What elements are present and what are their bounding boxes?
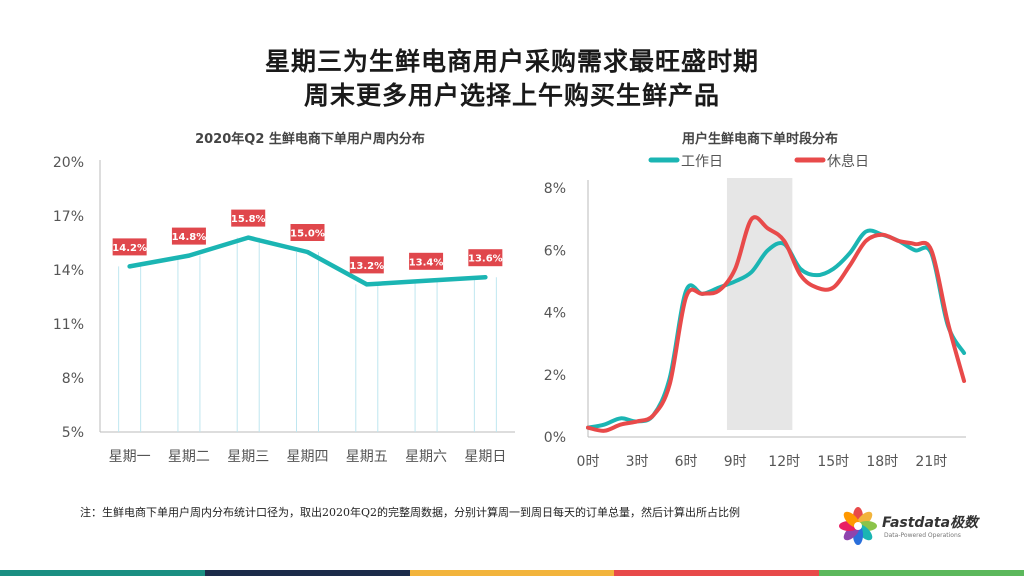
x-tick-label: 12时: [768, 454, 800, 470]
highlight-band: [726, 178, 793, 430]
data-point: [305, 250, 310, 254]
data-point: [186, 253, 191, 258]
data-label-box: [349, 256, 384, 274]
x-tick-label: 星期五: [346, 449, 388, 465]
footnote: 注：生鲜电商下单用户周内分布统计口径为，取出2020年Q2的完整周数据，分别计算…: [80, 506, 741, 519]
data-label-box: [112, 238, 147, 256]
x-tick-label: 星期日: [464, 449, 506, 465]
y-tick-label: 4%: [544, 306, 566, 322]
x-tick-label: 星期二: [168, 449, 210, 465]
legend-label: 工作日: [681, 154, 723, 170]
bottom-bar-segment: [204, 570, 410, 576]
x-tick-label: 3时: [626, 454, 649, 470]
flower-logo-icon: [839, 507, 877, 545]
y-tick-label: 5%: [62, 425, 84, 441]
y-tick-label: 2%: [544, 368, 566, 384]
x-tick-label: 21时: [915, 454, 947, 470]
logo-tagline: Data-Powered Operations: [884, 532, 961, 539]
data-label: 13.2%: [349, 261, 384, 272]
y-tick-label: 6%: [544, 243, 566, 259]
y-tick-label: 11%: [53, 317, 84, 333]
x-tick-label: 9时: [724, 454, 747, 470]
x-tick-label: 0时: [577, 454, 600, 470]
data-label-box: [409, 252, 444, 270]
x-tick-label: 15时: [817, 454, 849, 470]
x-tick-label: 星期三: [227, 449, 269, 465]
x-tick-label: 星期四: [287, 449, 329, 465]
logo-name: Fastdata极数: [882, 515, 979, 531]
data-label-box: [290, 224, 325, 241]
data-label: 14.8%: [172, 232, 207, 243]
bottom-bar-segment: [614, 570, 820, 576]
data-label: 14.2%: [112, 243, 147, 254]
data-point: [364, 282, 369, 287]
y-tick-label: 8%: [544, 181, 566, 197]
bottom-color-bar: [0, 570, 1024, 576]
data-label-box: [171, 227, 206, 245]
x-tick-label: 星期一: [109, 449, 151, 465]
x-tick-label: 6时: [675, 454, 698, 470]
y-tick-label: 0%: [544, 430, 566, 446]
legend-label: 休息日: [827, 153, 869, 170]
y-tick-label: 8%: [62, 371, 84, 387]
data-point: [127, 264, 132, 269]
data-point: [424, 278, 429, 283]
bottom-bar-segment: [0, 570, 205, 576]
x-tick-label: 星期六: [405, 449, 447, 465]
data-label: 15.0%: [290, 229, 325, 240]
bottom-bar-segment: [409, 570, 615, 576]
y-tick-label: 14%: [53, 263, 84, 279]
data-point: [483, 275, 488, 280]
data-point: [246, 235, 251, 240]
x-tick-label: 18时: [866, 454, 898, 470]
left-chart-title: 2020年Q2 生鲜电商下单用户周内分布: [195, 132, 425, 147]
fastdata-logo: Fastdata极数 Data-Powered Operations: [838, 506, 988, 546]
y-tick-label: 17%: [53, 209, 84, 225]
data-label: 15.8%: [231, 214, 266, 225]
bottom-bar-segment: [819, 570, 1024, 576]
data-label: 13.6%: [468, 254, 503, 265]
data-label: 13.4%: [409, 257, 444, 268]
data-label-box: [231, 209, 266, 227]
series-line-1: [586, 215, 967, 433]
y-tick-label: 20%: [53, 155, 84, 171]
page-title-line1: 星期三为生鲜电商用户采购需求最旺盛时期: [264, 47, 759, 76]
data-label-box: [468, 249, 503, 267]
page-title-line2: 周末更多用户选择上午购买生鲜产品: [303, 81, 720, 110]
right-chart-title: 用户生鲜电商下单时段分布: [681, 132, 838, 147]
